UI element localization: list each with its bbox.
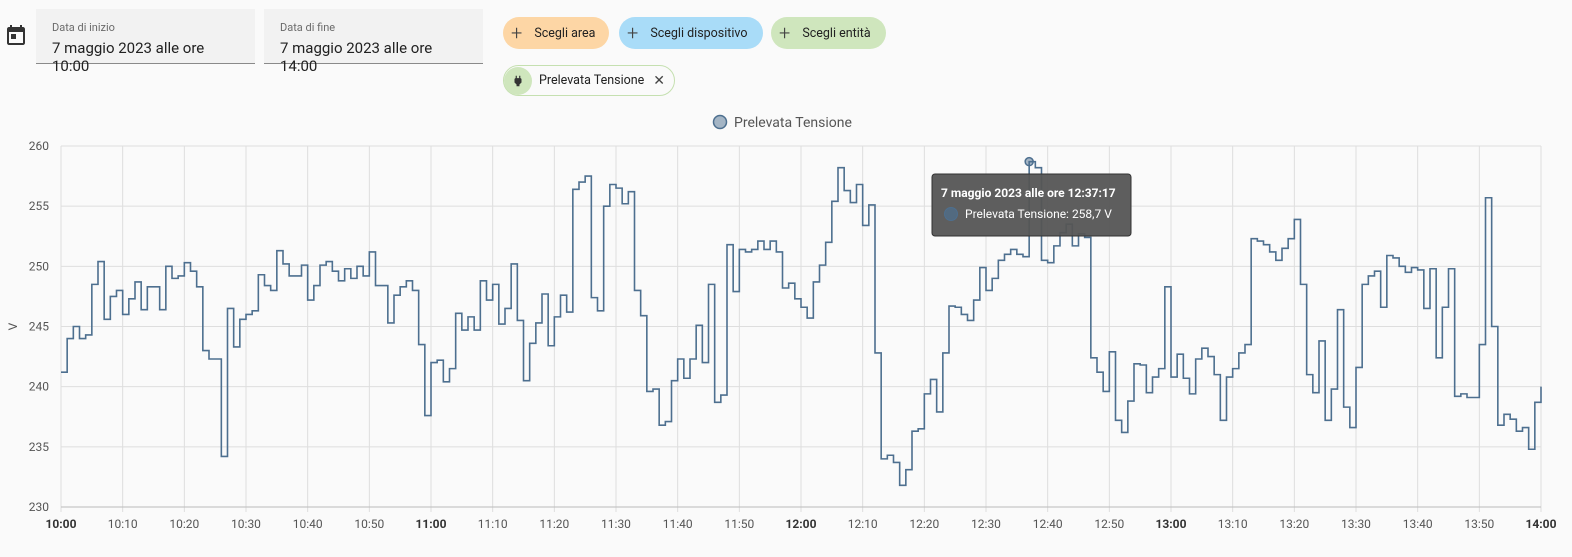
x-tick-label: 10:10 (108, 517, 138, 531)
legend-swatch (712, 114, 728, 130)
x-tick-label: 12:50 (1094, 517, 1124, 531)
y-tick-label: 245 (29, 320, 49, 334)
data-line (61, 160, 1542, 487)
x-tick-label: 10:30 (231, 517, 261, 531)
y-tick-label: 260 (29, 139, 49, 153)
x-tick-label: 12:40 (1033, 517, 1063, 531)
x-tick-label: 11:40 (663, 517, 693, 531)
area-button[interactable]: + Scegli area (503, 17, 609, 49)
x-tick-label: 13:00 (1156, 517, 1187, 531)
x-tick-label: 13:40 (1403, 517, 1433, 531)
button-label: Scegli dispositivo (650, 25, 748, 41)
x-tick-label: 12:10 (848, 517, 878, 531)
plug-icon (504, 66, 532, 95)
field-label: Data di fine (280, 21, 336, 34)
field-value: 7 maggio 2023 alle ore 10:00 (52, 39, 205, 75)
end-date-field[interactable]: Data di fine 7 maggio 2023 alle ore 14:0… (264, 9, 483, 75)
hover-point (1024, 156, 1034, 167)
y-axis-label: V (6, 322, 20, 330)
field-label: Data di inizio (52, 21, 115, 34)
tooltip-text: Prelevata Tensione: 258,7 V (965, 207, 1112, 221)
x-tick-label: 11:50 (724, 517, 754, 531)
x-tick-label: 12:00 (786, 517, 817, 531)
y-tick-label: 235 (29, 440, 49, 454)
button-label: Scegli area (534, 25, 596, 41)
calendar-icon[interactable] (4, 24, 28, 48)
y-tick-label: 240 (29, 380, 49, 394)
tooltip: 7 maggio 2023 alle ore 12:37:17 Prelevata… (931, 173, 1132, 237)
x-tick-label: 14:00 (1526, 517, 1557, 531)
chart: 230 235 240 245 250 255 260 10:00 10:10 10:20 10:3… (6, 114, 1557, 531)
x-tick-label: 11:20 (539, 517, 569, 531)
x-tick-label: 13:10 (1218, 517, 1248, 531)
y-tick-label: 255 (29, 199, 49, 213)
entity-chip: Prelevata Tensione ✕ (503, 65, 675, 96)
chip-remove[interactable]: ✕ (653, 72, 665, 89)
chip-label: Prelevata Tensione (539, 73, 645, 88)
y-tick-label: 230 (29, 500, 49, 514)
tooltip-title: 7 maggio 2023 alle ore 12:37:17 (941, 186, 1116, 200)
x-tick-label: 10:40 (293, 517, 323, 531)
x-tick-label: 12:20 (909, 517, 939, 531)
tooltip-swatch (944, 207, 958, 221)
entity-button[interactable]: + Scegli entità (771, 17, 886, 49)
start-date-field[interactable]: Data di inizio 7 maggio 2023 alle ore 10… (36, 9, 255, 75)
x-tick-label: 10:50 (354, 517, 384, 531)
legend-label: Prelevata Tensione (734, 115, 852, 131)
x-tick-label: 11:10 (478, 517, 508, 531)
x-tick-label: 10:00 (46, 517, 77, 531)
y-tick-label: 250 (29, 259, 49, 273)
x-tick-label: 12:30 (971, 517, 1001, 531)
device-button[interactable]: + Scegli dispositivo (619, 17, 763, 49)
tooltip-box (931, 173, 1132, 237)
field-value: 7 maggio 2023 alle ore 14:00 (280, 39, 433, 75)
x-tick-label: 13:50 (1464, 517, 1494, 531)
x-tick-label: 10:20 (169, 517, 199, 531)
x-tick-label: 13:30 (1341, 517, 1371, 531)
x-tick-label: 13:20 (1279, 517, 1309, 531)
x-tick-label: 11:30 (601, 517, 631, 531)
legend-item[interactable]: Prelevata Tensione (712, 114, 852, 131)
button-label: Scegli entità (802, 25, 871, 41)
x-tick-label: 11:00 (416, 517, 447, 531)
